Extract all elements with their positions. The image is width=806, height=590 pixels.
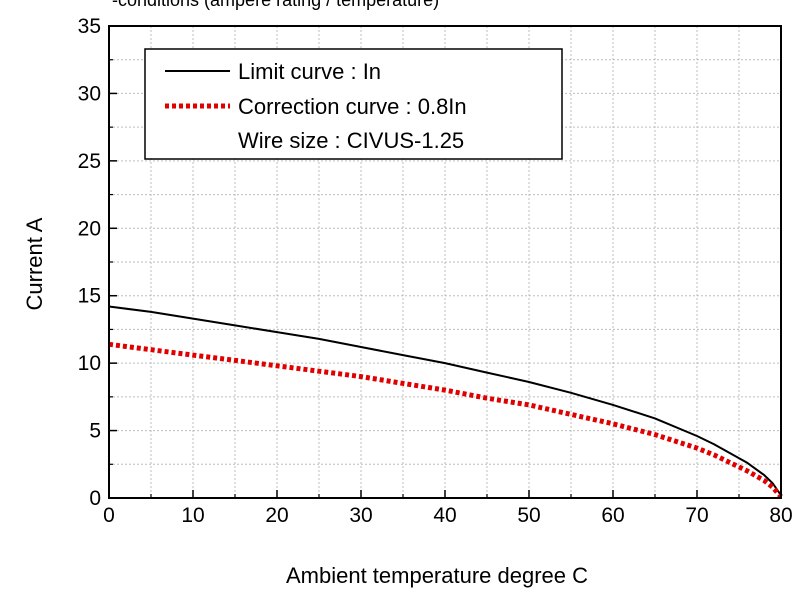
x-tick-label: 60 bbox=[601, 504, 624, 527]
legend-label-limit: Limit curve : In bbox=[238, 59, 381, 84]
legend-label-correction: Correction curve : 0.8In bbox=[238, 94, 467, 119]
y-tick-label: 25 bbox=[78, 150, 101, 173]
x-tick-label: 80 bbox=[769, 504, 792, 527]
x-tick-label: 40 bbox=[433, 504, 456, 527]
x-tick-label: 30 bbox=[349, 504, 372, 527]
y-tick-label: 0 bbox=[89, 487, 101, 510]
x-axis-title: Ambient temperature degree C bbox=[286, 563, 588, 588]
y-tick-label: 35 bbox=[78, 15, 101, 38]
y-axis-title: Current A bbox=[22, 217, 47, 310]
y-tick-label: 10 bbox=[78, 352, 101, 375]
y-tick-label: 20 bbox=[78, 217, 101, 240]
legend-wire-size: Wire size : CIVUS-1.25 bbox=[238, 128, 464, 153]
x-tick-label: 20 bbox=[265, 504, 288, 527]
y-tick-label: 15 bbox=[78, 285, 101, 308]
x-tick-label: 50 bbox=[517, 504, 540, 527]
legend: Limit curve : In Correction curve : 0.8I… bbox=[145, 49, 562, 159]
y-tick-label: 5 bbox=[89, 420, 101, 443]
x-tick-label: 10 bbox=[181, 504, 204, 527]
x-tick-label: 70 bbox=[685, 504, 708, 527]
y-tick-label: 30 bbox=[78, 82, 101, 105]
x-tick-label: 0 bbox=[103, 504, 115, 527]
top-caption: -conditions (ampere rating / temperature… bbox=[112, 0, 439, 10]
